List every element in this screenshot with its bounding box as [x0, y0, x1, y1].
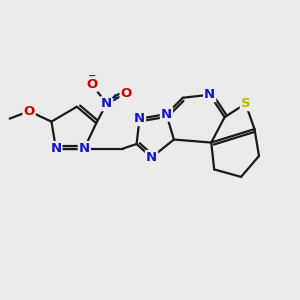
Text: S: S	[241, 97, 250, 110]
Text: N: N	[146, 151, 157, 164]
Text: O: O	[23, 105, 35, 118]
Text: +: +	[111, 93, 119, 103]
Text: O: O	[86, 78, 98, 91]
Text: O: O	[121, 87, 132, 100]
Text: N: N	[161, 108, 172, 121]
Text: −: −	[88, 70, 96, 80]
Text: N: N	[134, 112, 145, 125]
Text: N: N	[50, 142, 62, 155]
Text: N: N	[101, 97, 112, 110]
Text: N: N	[204, 88, 215, 101]
Text: N: N	[79, 142, 90, 155]
